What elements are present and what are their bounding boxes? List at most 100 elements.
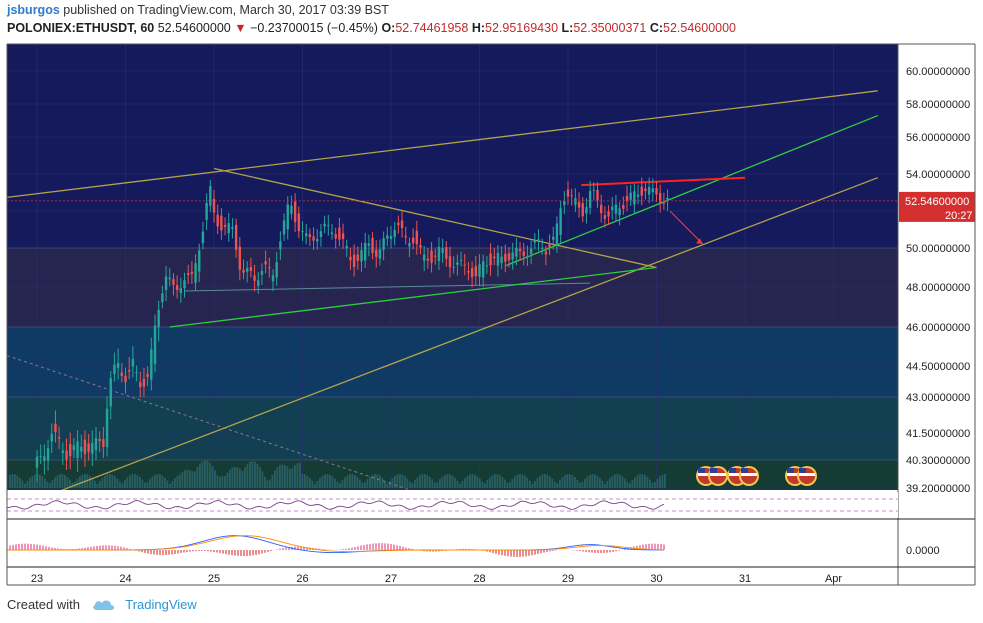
candle-body bbox=[257, 280, 260, 286]
x-tick-label: 24 bbox=[119, 573, 131, 585]
candle-body bbox=[57, 437, 61, 439]
volume-bar bbox=[89, 475, 91, 488]
volume-bar bbox=[119, 481, 121, 488]
volume-bar bbox=[236, 467, 239, 488]
candle-body bbox=[260, 270, 264, 275]
volume-bar bbox=[154, 474, 156, 488]
volume-bar bbox=[459, 483, 461, 488]
volume-bar bbox=[186, 469, 189, 488]
candle-body bbox=[330, 232, 334, 235]
volume-bar bbox=[619, 474, 621, 488]
tradingview-link[interactable]: TradingView bbox=[125, 597, 197, 612]
volume-bar bbox=[286, 466, 289, 488]
volume-bar bbox=[219, 476, 221, 488]
candle-body bbox=[640, 186, 643, 196]
volume-bar bbox=[536, 478, 539, 488]
candle-body bbox=[504, 253, 507, 262]
candle-body bbox=[319, 231, 323, 237]
volume-bar bbox=[636, 475, 639, 488]
volume-bar bbox=[586, 476, 589, 488]
volume-bar bbox=[574, 476, 576, 488]
volume-bar bbox=[196, 467, 199, 488]
candle-body bbox=[371, 237, 374, 254]
candle-body bbox=[452, 266, 455, 268]
volume-bar bbox=[294, 465, 296, 488]
x-tick-label: 31 bbox=[739, 573, 751, 585]
candle-body bbox=[555, 223, 559, 245]
volume-bar bbox=[374, 474, 376, 488]
volume-bar bbox=[221, 476, 224, 488]
candle-body bbox=[360, 250, 363, 262]
candle-body bbox=[113, 364, 116, 375]
volume-bar bbox=[171, 481, 174, 488]
trendlines bbox=[7, 90, 878, 490]
candle-body bbox=[566, 189, 570, 197]
volume-bar bbox=[444, 474, 446, 488]
volume-bar bbox=[14, 474, 16, 488]
candle-body bbox=[647, 186, 651, 195]
volume-bar bbox=[126, 477, 129, 488]
volume-bar bbox=[416, 477, 419, 488]
volume-bar bbox=[49, 483, 51, 488]
candle-body bbox=[636, 194, 640, 197]
volume-bar bbox=[386, 483, 389, 488]
candle-body bbox=[459, 259, 463, 261]
candle-body bbox=[352, 254, 356, 267]
volume-bar bbox=[624, 478, 626, 488]
candle-body bbox=[35, 456, 39, 468]
author-link[interactable]: jsburgos bbox=[7, 3, 60, 17]
price-chart[interactable]: 60.00000000 58.00000000 56.00000000 54.0000… bbox=[0, 40, 983, 590]
trendline-yellow-2 bbox=[60, 177, 878, 490]
volume-bar bbox=[201, 461, 204, 488]
volume-bar bbox=[584, 479, 586, 488]
volume-bar bbox=[161, 475, 164, 488]
candle-body bbox=[474, 266, 478, 277]
volume-bar bbox=[601, 480, 604, 488]
volume-bar bbox=[91, 477, 94, 488]
us-flag-icon bbox=[739, 466, 759, 486]
volume-bar bbox=[41, 476, 44, 488]
candle-body bbox=[334, 234, 337, 239]
candle-body bbox=[529, 248, 533, 255]
candle-body bbox=[161, 293, 164, 303]
low-value: 52.35000371 bbox=[573, 21, 647, 35]
volume-bar bbox=[109, 474, 111, 488]
volume-bar bbox=[641, 474, 644, 488]
volume-bar bbox=[621, 476, 624, 488]
volume-bar bbox=[296, 463, 299, 488]
candle-body bbox=[76, 441, 79, 459]
us-flag-icon bbox=[708, 466, 728, 486]
x-tick-label: 26 bbox=[296, 573, 308, 585]
candle-body bbox=[496, 252, 500, 266]
volume-bar bbox=[449, 474, 451, 488]
volume-bar bbox=[264, 476, 266, 488]
volume-bar bbox=[281, 464, 284, 488]
candle-body bbox=[54, 423, 57, 433]
candle-body bbox=[190, 271, 194, 274]
volume-bar bbox=[506, 482, 509, 488]
volume-bar bbox=[341, 479, 344, 488]
volume-bar bbox=[489, 477, 491, 488]
volume-bar bbox=[79, 476, 81, 488]
volume-bar bbox=[334, 478, 336, 488]
y-tick-label: 50.00000000 bbox=[906, 243, 970, 255]
candle-body bbox=[338, 227, 341, 240]
candle-body bbox=[65, 450, 68, 460]
volume-bar bbox=[534, 480, 536, 488]
footer: Created with TradingView bbox=[7, 597, 197, 614]
volume-bar bbox=[654, 482, 656, 488]
candle-body bbox=[94, 438, 98, 451]
volume-bar bbox=[349, 474, 351, 488]
candle-body bbox=[382, 238, 385, 250]
volume-bar bbox=[34, 474, 36, 488]
candle-body bbox=[592, 189, 596, 191]
candle-body bbox=[164, 276, 168, 290]
volume-bar bbox=[466, 475, 469, 488]
candle-body bbox=[588, 190, 592, 208]
volume-bar bbox=[519, 474, 521, 488]
candle-body bbox=[570, 195, 573, 197]
candle-body bbox=[183, 280, 186, 289]
candle-body bbox=[397, 222, 400, 226]
volume-bar bbox=[209, 462, 211, 488]
trendline-green-3 bbox=[169, 266, 657, 328]
